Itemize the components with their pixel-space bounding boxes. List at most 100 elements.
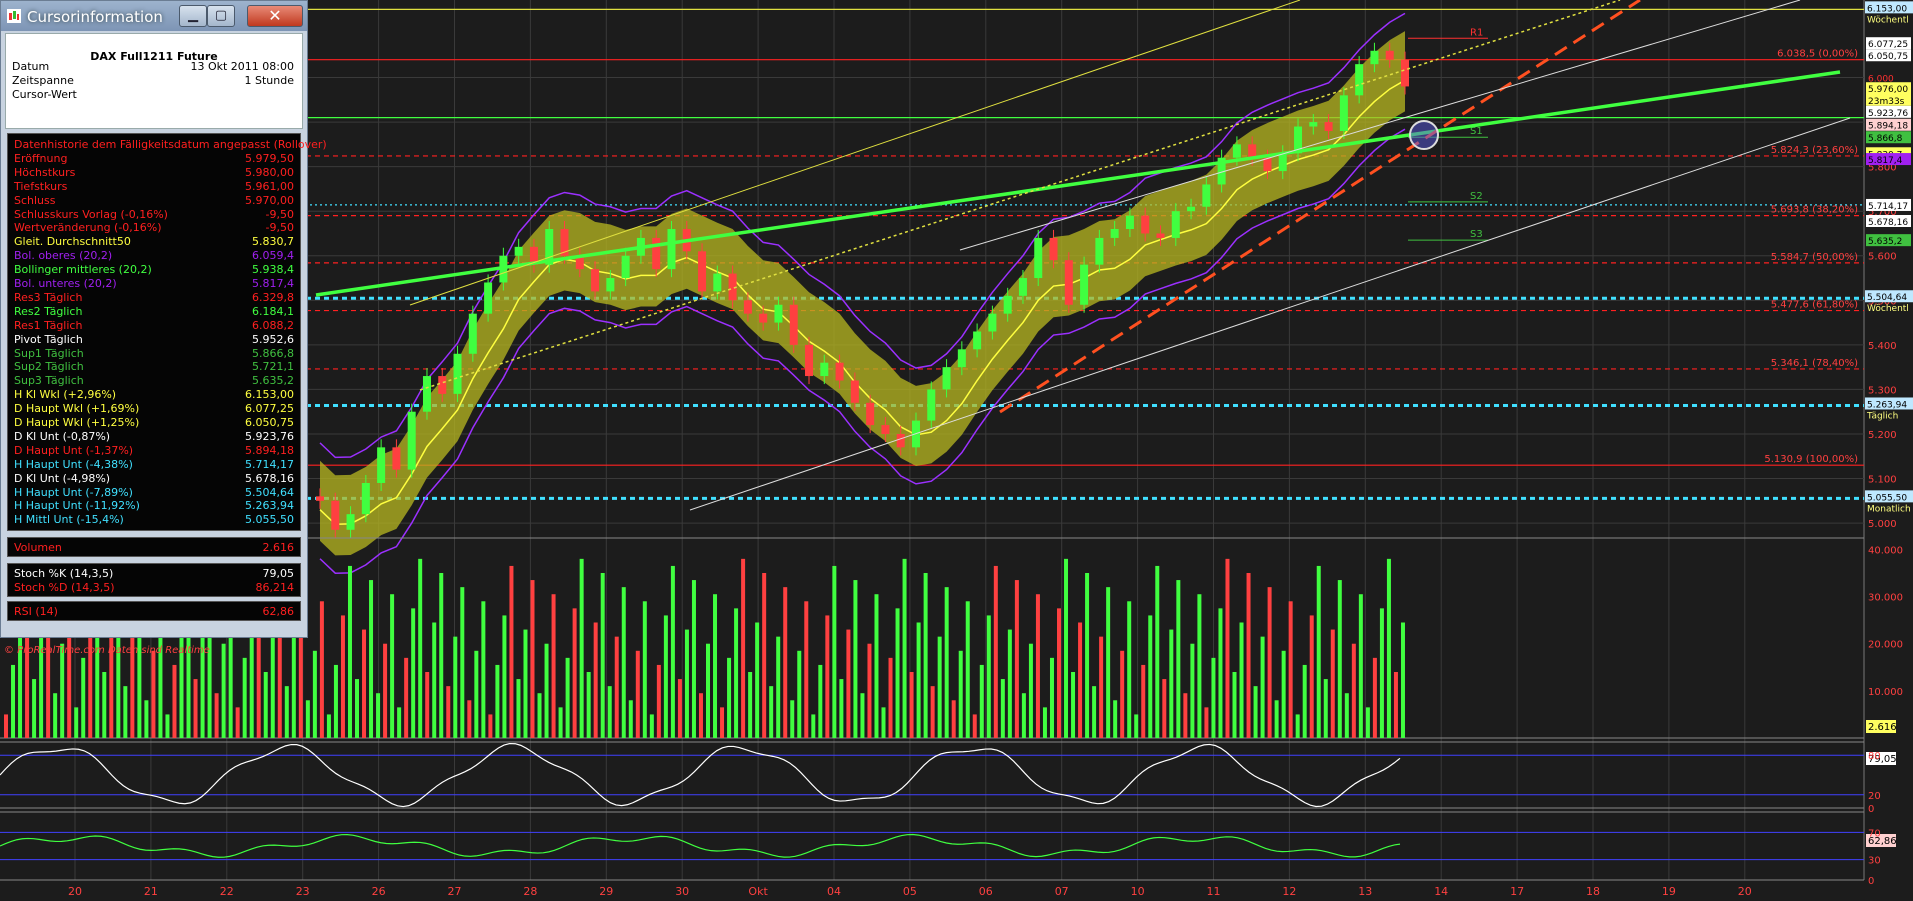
indicator-value: 5.866,8 xyxy=(252,346,294,360)
volume-bar xyxy=(635,650,640,738)
volume-bar xyxy=(312,650,317,738)
window-title-bar[interactable]: Cursorinformation ▁ ▢ ✕ xyxy=(1,1,307,31)
volume-bar xyxy=(277,573,282,738)
candle-body xyxy=(759,313,768,323)
volume-bar xyxy=(1253,686,1258,738)
indicator-row: H Haupt Unt (-4,38%) 5.714,17 xyxy=(14,458,294,472)
info-field: Zeitspanne 1 Stunde xyxy=(12,74,294,88)
candle-body xyxy=(927,389,936,421)
pivot-label: S1 xyxy=(1470,126,1483,137)
volume-bar xyxy=(965,601,970,738)
maximize-button[interactable]: ▢ xyxy=(207,5,235,27)
stoch-tick-label: 0 xyxy=(1868,804,1874,815)
volume-bar xyxy=(235,707,240,738)
volume-bar xyxy=(593,622,598,738)
volume-bar xyxy=(811,714,816,738)
indicator-value: 6.059,4 xyxy=(252,249,294,263)
volume-bar xyxy=(670,565,675,738)
rsi-tick-label: 0 xyxy=(1868,876,1874,887)
volume-bar xyxy=(762,573,767,738)
candle-body xyxy=(529,246,538,265)
volume-bar xyxy=(214,693,219,738)
indicator-label: D Haupt Wkl (+1,69%) xyxy=(14,402,140,416)
volume-bar xyxy=(116,573,121,738)
candle-body xyxy=(1278,153,1287,172)
x-tick-label: 20 xyxy=(1738,885,1752,898)
volume-bar xyxy=(67,594,72,738)
volume-bar xyxy=(818,664,823,738)
candle-body xyxy=(468,313,477,354)
volume-bar xyxy=(1323,679,1328,738)
candle-body xyxy=(698,251,707,292)
candle-body xyxy=(774,304,783,323)
indicator-label: H Kl Wkl (+2,96%) xyxy=(14,388,117,402)
rsi-flag xyxy=(1866,834,1896,847)
volume-tick-label: 30.000 xyxy=(1868,593,1903,604)
price-flag-value: 5.894,18 xyxy=(1868,122,1908,132)
volume-bar xyxy=(1155,565,1160,738)
indicator-value: 6.050,75 xyxy=(245,416,294,429)
volume-bar xyxy=(158,601,163,738)
volume-bar xyxy=(642,601,647,738)
candle-body xyxy=(1294,126,1303,154)
indicator-row: Sup1 Täglich 5.866,8 xyxy=(14,347,294,361)
stoch-flag xyxy=(1866,752,1896,765)
volume-bar xyxy=(804,601,809,738)
candle-body xyxy=(1232,144,1241,158)
minimize-button[interactable]: ▁ xyxy=(179,5,207,27)
indicator-label: D Haupt Wkl (+1,25%) xyxy=(14,416,140,429)
volume-bar xyxy=(165,714,170,738)
volume-bar xyxy=(1400,622,1405,738)
cursor-info-header: DAX Full1211 Future Datum 13 Okt 2011 08:… xyxy=(5,33,303,129)
volume-bar xyxy=(720,707,725,738)
price-flag xyxy=(1866,49,1911,62)
footer-note: © ProRealTime.com Daten sind Realtime xyxy=(4,645,210,656)
x-tick-label: 17 xyxy=(1510,885,1524,898)
x-tick-label: 14 xyxy=(1434,885,1448,898)
stoch-tick-label: 20 xyxy=(1868,791,1881,802)
volume-bar xyxy=(684,629,689,738)
rsi-label: RSI (14) xyxy=(14,605,58,618)
candle-body xyxy=(1095,237,1104,265)
candle-body xyxy=(866,402,875,426)
stoch-d-label: Stoch %D (14,3,5) xyxy=(14,581,115,594)
volume-bar xyxy=(193,679,198,738)
price-tick-label: 5.700 xyxy=(1868,207,1897,218)
volume-bar xyxy=(614,636,619,738)
volume-bar xyxy=(909,672,914,738)
indicator-row: Datenhistorie dem Fälligkeitsdatum angep… xyxy=(14,138,327,152)
x-tick-label: 12 xyxy=(1282,885,1296,898)
indicator-value: 5.894,18 xyxy=(245,443,294,457)
volume-tick-label: 10.000 xyxy=(1868,687,1903,698)
volume-bar xyxy=(713,594,718,738)
pivot-label: S3 xyxy=(1470,229,1483,240)
indicator-label: Sup3 Täglich xyxy=(14,374,84,388)
volume-bar xyxy=(558,707,563,738)
volume-bar xyxy=(1204,707,1209,738)
level-flag-value: 6.153,00 xyxy=(1867,4,1907,14)
candle-body xyxy=(407,411,416,470)
indicator-label: Bol. unteres (20,2) xyxy=(14,277,117,290)
volume-bar xyxy=(228,594,233,738)
candle-body xyxy=(1064,260,1073,305)
indicator-value: 6.077,25 xyxy=(245,402,294,416)
volume-bar xyxy=(930,686,935,738)
volume-bar xyxy=(1057,608,1061,738)
volume-bar xyxy=(1148,615,1153,738)
indicator-label: Höchstkurs xyxy=(14,165,76,179)
volume-bar xyxy=(790,700,795,738)
volume-panel: Volumen 2.616 xyxy=(7,537,301,557)
candle-body xyxy=(805,344,814,377)
volume-bar xyxy=(1337,580,1342,738)
volume-bar xyxy=(467,700,472,738)
indicator-value: 6.184,1 xyxy=(252,304,294,318)
candle-body xyxy=(1049,237,1058,261)
volume-bar xyxy=(249,608,254,738)
cursor-information-window[interactable]: Cursorinformation ▁ ▢ ✕ DAX Full1211 Fut… xyxy=(0,0,327,638)
x-tick-label: 18 xyxy=(1586,885,1600,898)
indicator-row: H Haupt Unt (-11,92%) 5.263,94 xyxy=(14,499,294,513)
x-tick-label: 30 xyxy=(675,885,689,898)
volume-bar xyxy=(1042,707,1047,738)
close-button[interactable]: ✕ xyxy=(247,5,303,27)
